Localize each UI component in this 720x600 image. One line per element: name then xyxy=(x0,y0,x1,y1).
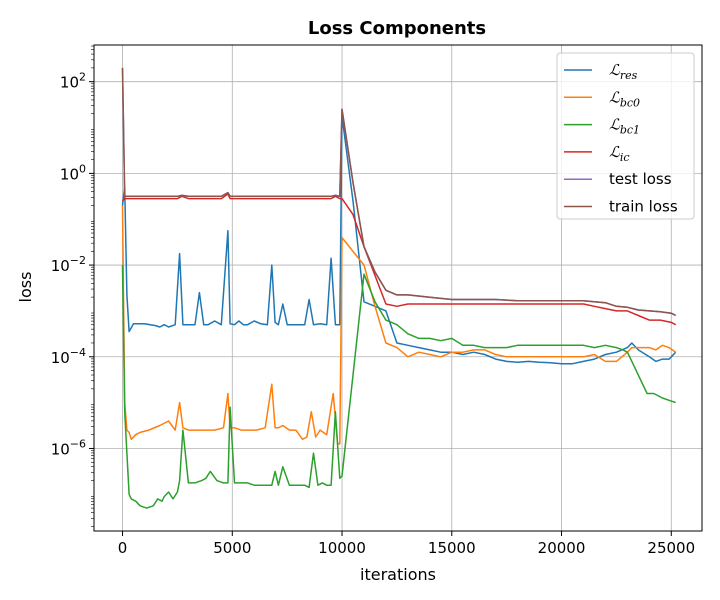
legend-subscript: bc1 xyxy=(620,124,640,137)
series-line-bc0 xyxy=(121,205,677,445)
y-tick-base: 10 xyxy=(51,440,70,458)
y-tick-base: 10 xyxy=(60,74,79,92)
legend-symbol: ℒ xyxy=(609,143,621,161)
y-tick-exponent: 2 xyxy=(79,71,86,84)
legend-box xyxy=(556,52,695,220)
y-tick-exponent: −6 xyxy=(70,437,86,450)
y-axis-label: loss xyxy=(16,272,35,303)
chart-title: Loss Components xyxy=(308,18,486,39)
x-tick-label: 10000 xyxy=(318,539,366,557)
series-line-ic xyxy=(121,193,677,326)
y-tick-label: 10−6 xyxy=(51,437,86,458)
x-tick-label: 20000 xyxy=(538,539,586,557)
y-tick-base: 10 xyxy=(60,165,79,183)
y-tick-label: 100 xyxy=(60,162,86,183)
x-axis-label: iterations xyxy=(360,565,436,584)
y-tick-label: 10−4 xyxy=(51,346,86,367)
legend-symbol: ℒ xyxy=(609,61,621,79)
x-tick-label: 5000 xyxy=(213,539,251,557)
y-tick-label: 102 xyxy=(60,71,86,92)
x-tick-label: 15000 xyxy=(428,539,476,557)
y-tick-label: 10−2 xyxy=(51,254,86,275)
legend-subscript: res xyxy=(620,69,638,82)
legend-entry: ℒbc0 xyxy=(609,88,640,109)
y-tick-exponent: 0 xyxy=(79,162,86,175)
legend-symbol: ℒ xyxy=(609,88,621,106)
series-line-train-loss xyxy=(121,67,677,317)
legend-subscript: ic xyxy=(620,151,630,164)
legend-symbol: ℒ xyxy=(609,116,621,134)
series-line-res xyxy=(121,115,677,365)
legend-entry: ℒres xyxy=(609,61,638,82)
legend-entry: ℒbc1 xyxy=(609,116,640,137)
y-tick-exponent: −2 xyxy=(70,254,86,267)
series-lines xyxy=(121,67,677,509)
series-line-bc1 xyxy=(121,265,676,509)
y-tick-exponent: −4 xyxy=(70,346,86,359)
legend-entry: ℒic xyxy=(609,143,630,164)
y-tick-base: 10 xyxy=(51,349,70,367)
x-tick-label: 25000 xyxy=(647,539,695,557)
legend-entry: test loss xyxy=(609,170,672,188)
plot-frame xyxy=(93,44,703,532)
axis-ticks: 0 5000 10000 15000 20000 2500010210010−210−41… xyxy=(51,45,695,557)
y-tick-base: 10 xyxy=(51,257,70,275)
legend-subscript: bc0 xyxy=(620,96,640,109)
legend-entry: train loss xyxy=(609,198,678,216)
x-tick-label: 0 xyxy=(118,539,128,557)
